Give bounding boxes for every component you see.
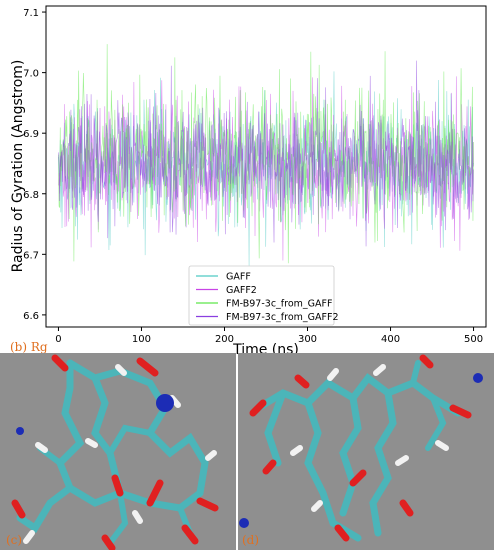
y-tick-label: 6.8 (23, 190, 39, 201)
molecule-d-illustration (239, 354, 483, 542)
panel-label-c: (c) (6, 533, 23, 547)
x-ticks: 0 100 200 300 400 500 (55, 327, 483, 345)
x-tick-label: 0 (55, 334, 61, 345)
y-axis-label: Radius of Gyration (Angstrom) (10, 60, 26, 273)
x-tick-label: 100 (132, 334, 151, 345)
legend-label: GAFF (226, 272, 251, 283)
legend-entries: GAFF GAFF2 FM-B97-3c_from_GAFF FM-B97-3c_fr… (196, 272, 339, 323)
molecule-render-d (238, 353, 494, 550)
legend-label: FM-B97-3c_from_GAFF2 (226, 312, 339, 323)
x-tick-label: 300 (298, 334, 317, 345)
molecule-render-c (0, 353, 236, 550)
y-tick-label: 6.7 (23, 250, 39, 261)
y-tick-label: 6.6 (23, 311, 39, 322)
panel-label-d: (d) (242, 533, 260, 547)
series-line-fm-b97-3c-from-gaff2 (58, 60, 474, 247)
y-tick-label: 6.9 (23, 129, 39, 140)
x-tick-label: 500 (464, 334, 483, 345)
legend-box (188, 265, 335, 326)
y-tick-label: 7.0 (23, 69, 39, 80)
x-tick-label: 200 (215, 334, 234, 345)
x-tick-label: 400 (381, 334, 400, 345)
series-layer (58, 44, 474, 266)
y-ticks: 6.6 6.7 6.8 6.9 7.0 7.1 (23, 8, 46, 322)
molecule-c-illustration (11, 354, 219, 550)
legend-label: GAFF2 (226, 285, 257, 296)
panel-label-b: (b) Rg (10, 340, 48, 354)
y-tick-label: 7.1 (23, 8, 39, 19)
legend: GAFF GAFF2 FM-B97-3c_from_GAFF FM-B97-3c_fr… (188, 265, 339, 326)
legend-label: FM-B97-3c_from_GAFF (226, 299, 332, 310)
